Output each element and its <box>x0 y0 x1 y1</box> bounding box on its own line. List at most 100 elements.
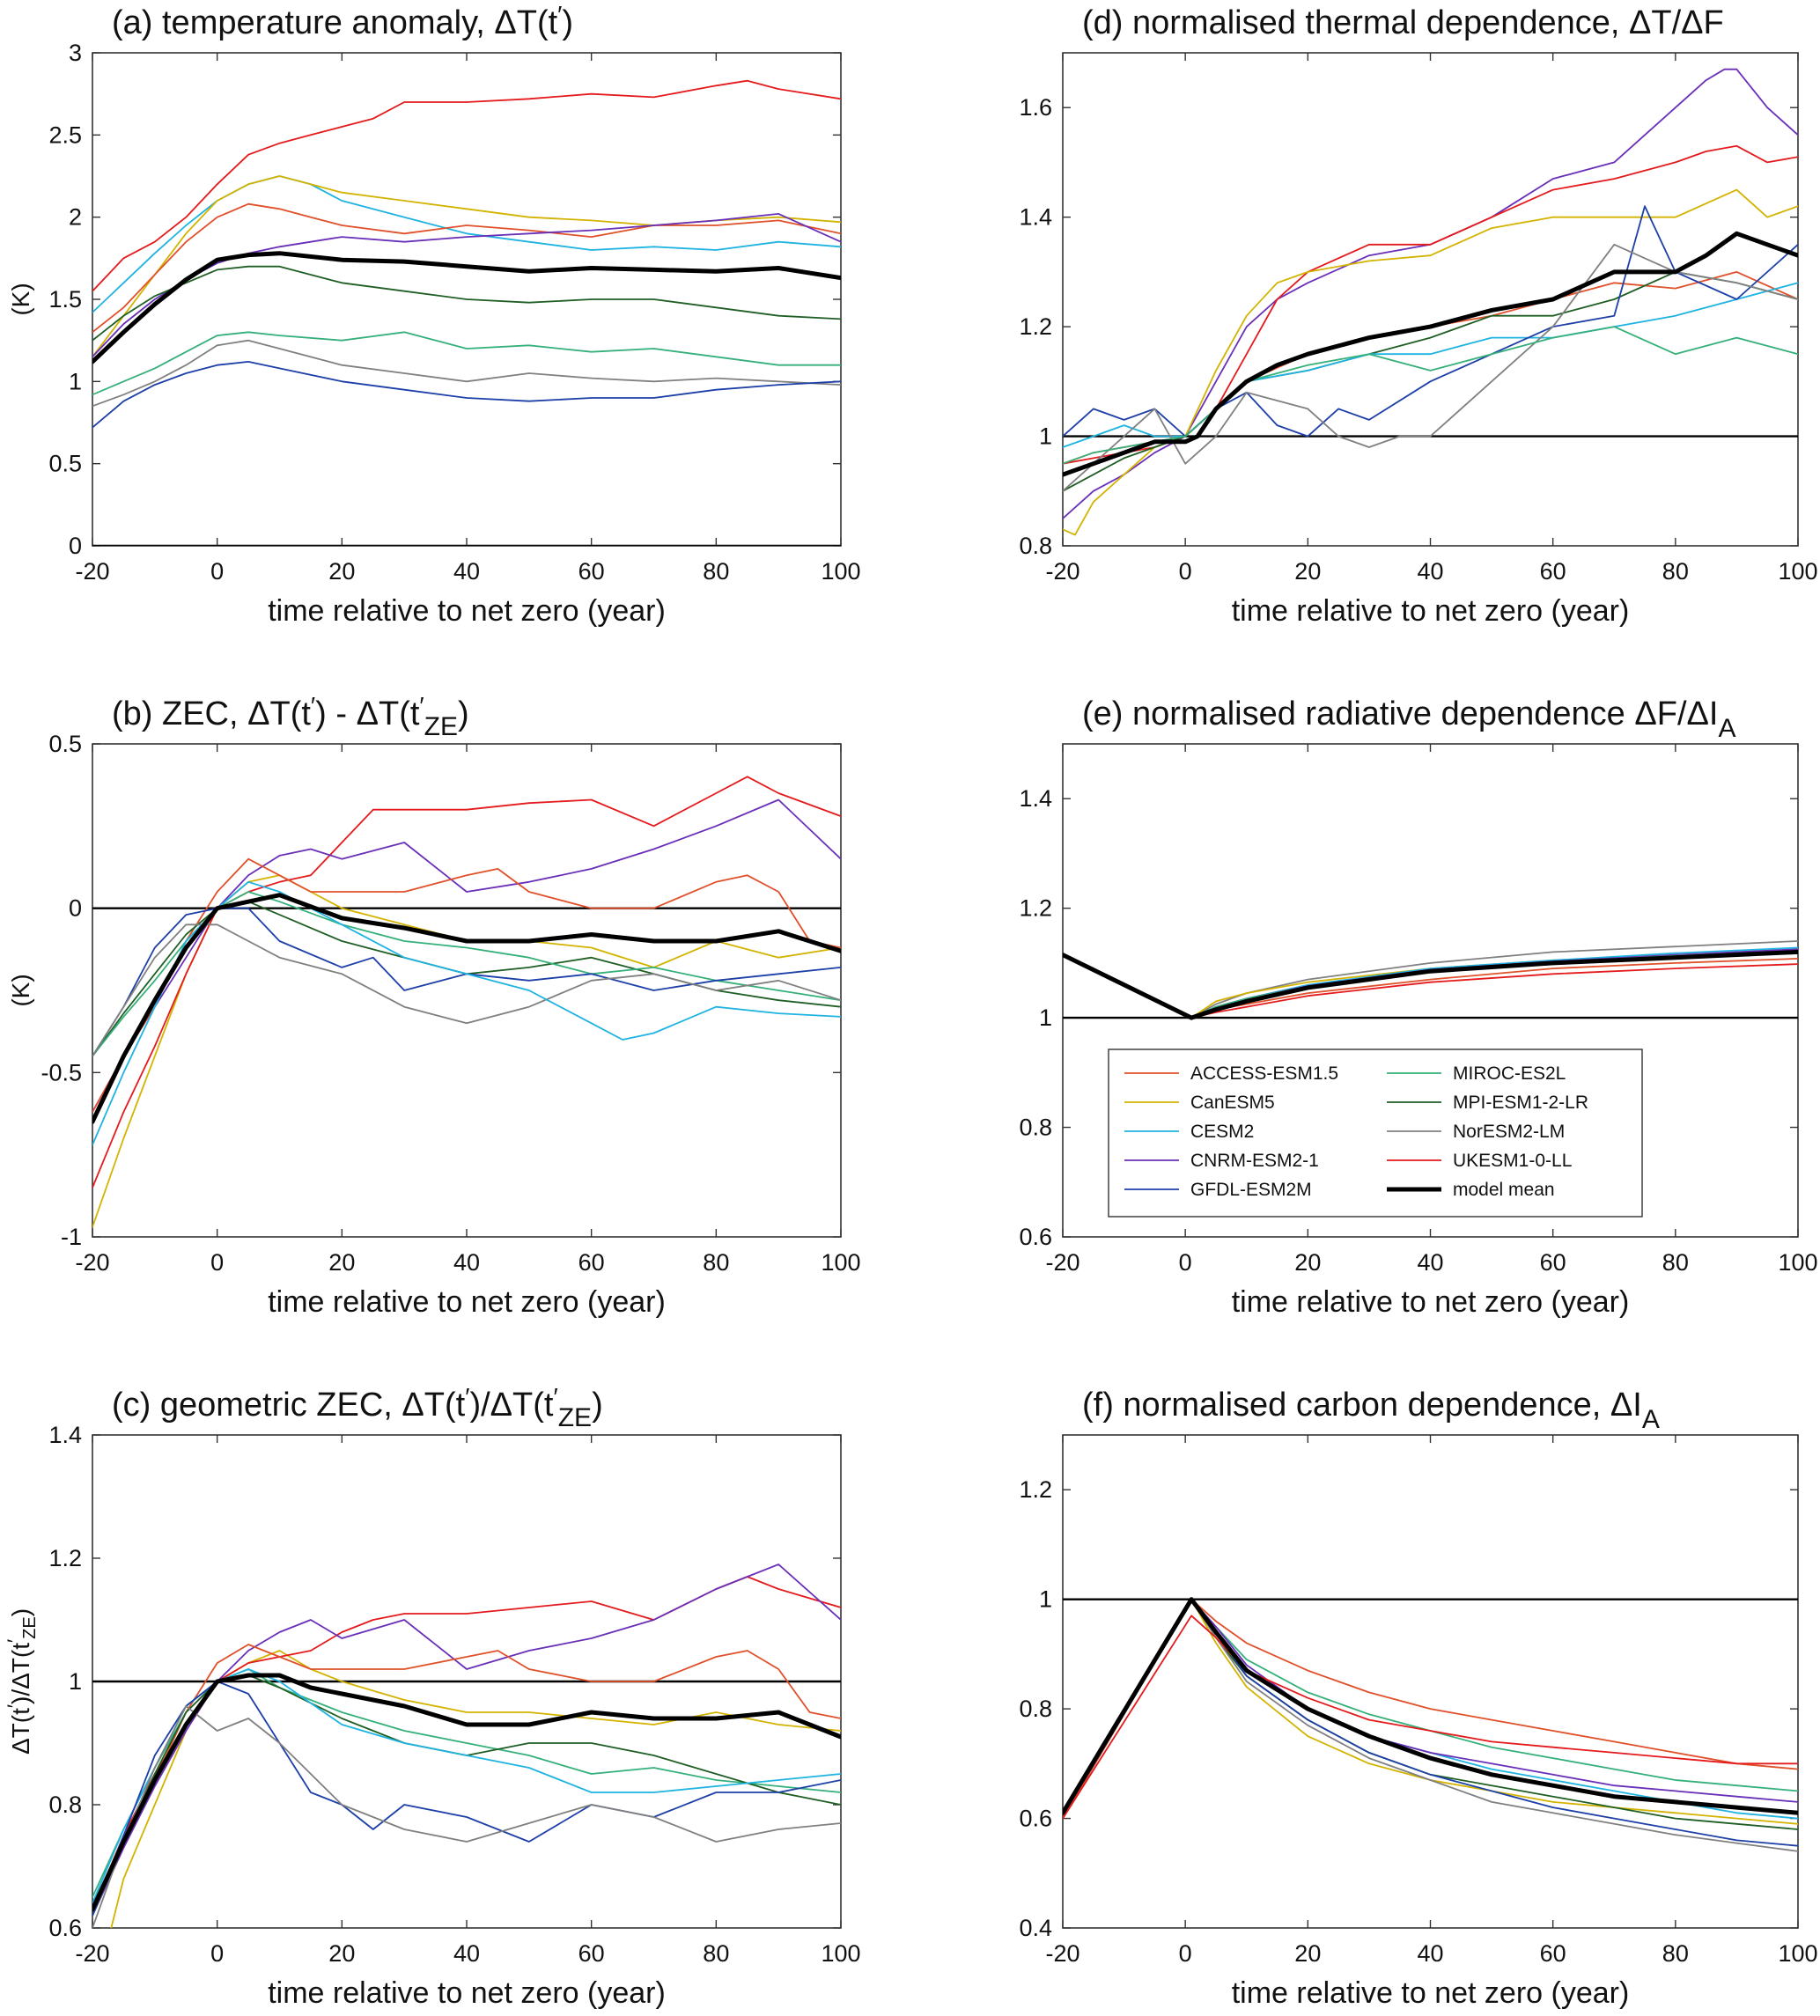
x-axis-label: time relative to net zero (year) <box>268 1976 666 2010</box>
x-tick-label: 40 <box>453 1940 480 1967</box>
x-tick-label: 80 <box>1662 1940 1689 1967</box>
y-tick-label: 0.4 <box>1019 1915 1052 1941</box>
axes-frame <box>92 743 842 1238</box>
y-tick-label: 1.2 <box>1019 313 1052 340</box>
legend-label: MPI-ESM1-2-LR <box>1453 1093 1588 1113</box>
series-line-miroc-es2l <box>92 331 841 396</box>
x-axis-label: time relative to net zero (year) <box>268 594 666 628</box>
x-tick-label: 60 <box>1540 558 1566 585</box>
y-tick-label: 3 <box>69 40 82 66</box>
legend-label: UKESM1-0-LL <box>1453 1151 1572 1171</box>
series-line-access-esm1-5 <box>92 857 841 1113</box>
x-tick-label: 20 <box>328 558 355 585</box>
series-group <box>92 776 841 1228</box>
y-tick-label: 1 <box>1039 1586 1052 1613</box>
x-tick-label: 100 <box>1778 1249 1817 1276</box>
panel-title: (b) ZEC, ΔT(t′) - ΔT(t′ZE) <box>112 692 469 741</box>
panel-title: (c) geometric ZEC, ΔT(t′)/ΔT(t′ZE) <box>112 1383 603 1432</box>
series-line-cesm2 <box>92 175 841 313</box>
x-tick-label: 40 <box>1417 1940 1443 1967</box>
series-line-noresm2-lm <box>92 1705 841 1928</box>
x-tick-label: 100 <box>821 1940 860 1967</box>
x-tick-label: 20 <box>1294 558 1321 585</box>
x-tick-label: 100 <box>1778 558 1817 585</box>
y-tick-label: 0.8 <box>48 1792 82 1818</box>
panel-title: (f) normalised carbon dependence, ΔIA <box>1082 1387 1660 1434</box>
series-line-cnrm-esm2-1 <box>1063 68 1798 519</box>
x-tick-label: 40 <box>1417 1249 1443 1276</box>
y-tick-label: 2 <box>69 204 82 231</box>
series-line-miroc-es2l <box>92 1668 841 1898</box>
series-line-canesm5 <box>1063 188 1798 536</box>
legend-label: CESM2 <box>1190 1122 1254 1142</box>
y-tick-label: 0.5 <box>48 731 82 757</box>
series-line-model-mean <box>92 893 841 1124</box>
x-tick-label: -20 <box>75 1249 109 1276</box>
y-tick-label: 1 <box>69 1668 82 1695</box>
series-line-cnrm-esm2-1 <box>92 1564 841 1917</box>
y-axis-label: (K) <box>7 283 34 315</box>
x-tick-label: 80 <box>703 558 729 585</box>
series-line-ukesm1-0-ll <box>92 79 841 292</box>
y-tick-label: 0 <box>69 533 82 559</box>
y-axis-label: ΔT(t′)/ΔT(t′ZE) <box>4 1608 40 1755</box>
y-tick-label: 0.6 <box>1019 1224 1052 1250</box>
y-tick-label: 1.2 <box>1019 895 1052 922</box>
x-tick-label: -20 <box>75 1940 109 1967</box>
y-tick-label: 1 <box>1039 423 1052 450</box>
x-tick-label: 0 <box>1179 558 1192 585</box>
x-tick-label: 0 <box>1179 1249 1192 1276</box>
panel-d: -20 0 20 40 60 80 100 0.8 1 1.2 1.4 1.6 time relativ… <box>1019 4 1817 628</box>
series-line-canesm5 <box>92 874 841 1228</box>
series-line-cesm2 <box>1063 282 1798 448</box>
panel-title: (a) temperature anomaly, ΔT(t′) <box>112 1 573 41</box>
series-line-noresm2-lm <box>92 339 841 408</box>
x-tick-label: 60 <box>578 558 605 585</box>
series-line-access-esm1-5 <box>92 1644 841 1910</box>
y-tick-label: -0.5 <box>41 1059 82 1085</box>
x-tick-label: 60 <box>1540 1940 1566 1967</box>
x-tick-label: 40 <box>453 558 480 585</box>
series-line-access-esm1-5 <box>92 202 841 334</box>
y-tick-label: 0.6 <box>1019 1806 1052 1832</box>
x-axis-label: time relative to net zero (year) <box>1232 1976 1630 2010</box>
series-line-access-esm1-5 <box>1063 1598 1798 1820</box>
series-line-model-mean <box>1063 231 1798 477</box>
x-tick-label: 60 <box>578 1249 605 1276</box>
legend-label: NorESM2-LM <box>1453 1122 1565 1142</box>
panel-b: -20 0 20 40 60 80 100 -1 -0.5 0 0.5 time relative t… <box>7 692 861 1319</box>
legend-label: ACCESS-ESM1.5 <box>1190 1063 1338 1084</box>
series-line-canesm5 <box>110 1650 841 1928</box>
y-tick-label: 0.6 <box>48 1915 82 1941</box>
series-line-mpi-esm1-2-lr <box>92 1674 841 1917</box>
y-tick-label: 2.5 <box>48 121 82 148</box>
panel-f: -20 0 20 40 60 80 100 0.4 0.6 0.8 1 1.2 time relativ… <box>1019 1387 1817 2010</box>
series-line-miroc-es2l <box>92 891 841 1057</box>
series-line-gfdl-esm2m <box>92 360 841 429</box>
panel-c: -20 0 20 40 60 80 100 0.6 0.8 1 1.2 1.4 time relativ… <box>4 1383 861 2010</box>
legend-label: CNRM-ESM2-1 <box>1190 1151 1319 1171</box>
series-line-cnrm-esm2-1 <box>92 798 841 1113</box>
series-line-model-mean <box>92 251 841 364</box>
y-tick-label: 1.4 <box>1019 204 1052 231</box>
series-line-cnrm-esm2-1 <box>1063 1598 1798 1814</box>
series-line-ukesm1-0-ll <box>92 776 841 1188</box>
y-tick-label: 1.4 <box>48 1422 82 1448</box>
legend-box <box>1108 1048 1643 1218</box>
y-tick-label: 0.8 <box>1019 1696 1052 1722</box>
series-line-ukesm1-0-ll <box>1190 963 1798 1019</box>
series-line-noresm2-lm <box>1063 243 1798 492</box>
series-line-gfdl-esm2m <box>92 907 841 1057</box>
y-tick-label: -1 <box>61 1224 82 1250</box>
y-tick-label: 1.5 <box>48 286 82 313</box>
legend-label: model mean <box>1453 1180 1555 1200</box>
series-group <box>1063 940 1798 1020</box>
x-tick-label: 20 <box>1294 1940 1321 1967</box>
x-tick-label: 100 <box>821 1249 860 1276</box>
series-line-ukesm1-0-ll <box>1063 1615 1798 1820</box>
y-tick-label: 1.2 <box>48 1545 82 1571</box>
series-line-model-mean <box>1063 1597 1798 1815</box>
x-tick-label: 20 <box>328 1249 355 1276</box>
